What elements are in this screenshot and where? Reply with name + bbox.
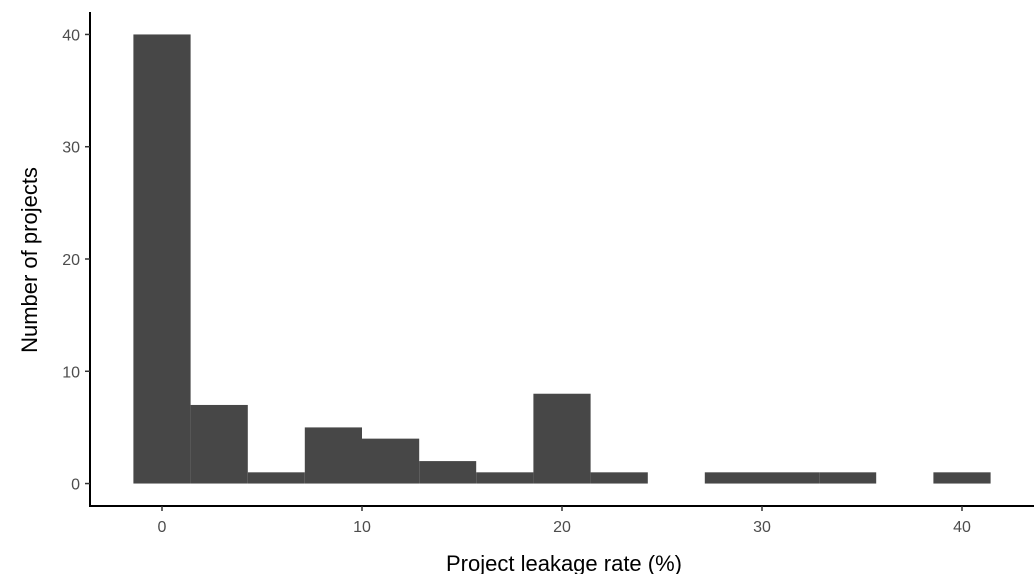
y-axis-title: Number of projects	[17, 167, 42, 353]
y-tick-label: 0	[71, 477, 80, 494]
x-tick-label: 40	[953, 519, 971, 536]
histogram-bar	[704, 472, 762, 484]
histogram-bar	[133, 34, 191, 484]
histogram-bar	[933, 472, 991, 484]
y-tick-label: 10	[62, 364, 80, 381]
histogram-bar	[419, 461, 477, 484]
histogram-bar	[362, 438, 420, 484]
x-tick-label: 10	[353, 519, 371, 536]
x-axis-ticks: 0 10 20 30 40	[158, 506, 971, 536]
histogram-bar	[533, 393, 591, 484]
histogram-bar	[247, 472, 305, 484]
x-tick-label: 0	[158, 519, 167, 536]
y-tick-label: 30	[62, 140, 80, 157]
histogram-bar	[476, 472, 534, 484]
histogram-bar	[304, 427, 362, 484]
histogram-bar	[762, 472, 820, 484]
histogram-bar	[819, 472, 877, 484]
y-tick-label: 40	[62, 27, 80, 44]
y-axis-ticks: 0 10 20 30 40	[62, 27, 90, 494]
x-axis-title: Project leakage rate (%)	[446, 551, 682, 574]
x-tick-label: 30	[753, 519, 771, 536]
x-tick-label: 20	[553, 519, 571, 536]
histogram-bars	[133, 34, 991, 484]
histogram-bar	[590, 472, 648, 484]
y-tick-label: 20	[62, 252, 80, 269]
histogram-bar	[190, 404, 248, 484]
